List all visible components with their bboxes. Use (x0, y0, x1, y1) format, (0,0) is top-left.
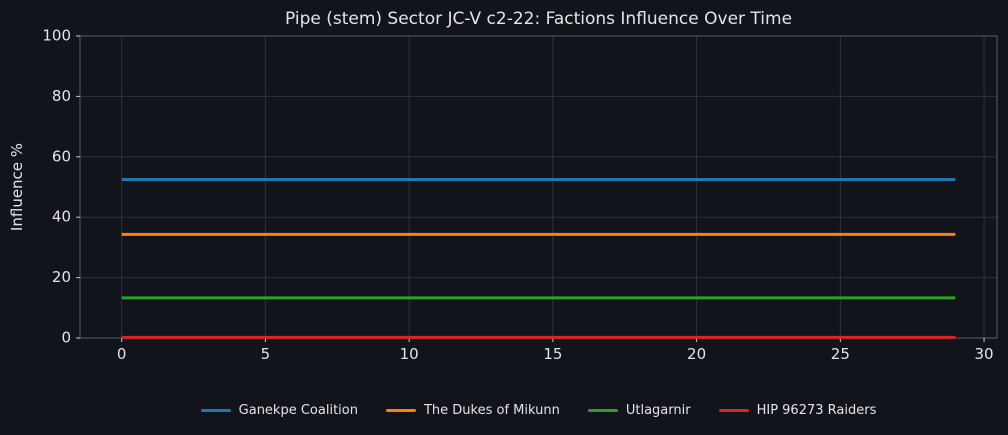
legend-label: The Dukes of Mikunn (423, 402, 560, 418)
y-tick-label: 100 (42, 27, 71, 45)
legend-line-swatch (200, 408, 231, 412)
legend-item: The Dukes of Mikunn (385, 402, 560, 418)
y-tick-label: 40 (52, 208, 71, 226)
chart-title: Pipe (stem) Sector JC-V c2-22: Factions … (284, 9, 793, 29)
x-tick-label: 20 (687, 345, 706, 363)
legend-line-swatch (587, 408, 618, 412)
y-tick-label: 0 (61, 329, 71, 347)
legend-line-swatch (385, 408, 416, 412)
x-tick-label: 30 (975, 345, 994, 363)
legend-item: Utlagarnir (587, 402, 691, 418)
legend-item: HIP 96273 Raiders (718, 402, 877, 418)
x-tick-label: 0 (117, 345, 127, 363)
x-tick-label: 10 (400, 345, 419, 363)
x-tick-label: 15 (543, 345, 562, 363)
legend-line-swatch (718, 408, 749, 412)
x-tick-label: 5 (261, 345, 271, 363)
x-tick-label: 25 (831, 345, 850, 363)
legend-label: Utlagarnir (625, 402, 691, 418)
y-tick-label: 20 (52, 268, 71, 286)
legend-item: Ganekpe Coalition (200, 402, 358, 418)
y-tick-label: 60 (52, 147, 71, 165)
legend-label: HIP 96273 Raiders (756, 402, 877, 418)
axes-spines (79, 35, 998, 339)
y-tick-label: 80 (52, 87, 71, 105)
legend: Ganekpe Coalition The Dukes of Mikunn Utla… (80, 399, 997, 421)
legend-label: Ganekpe Coalition (238, 402, 358, 418)
